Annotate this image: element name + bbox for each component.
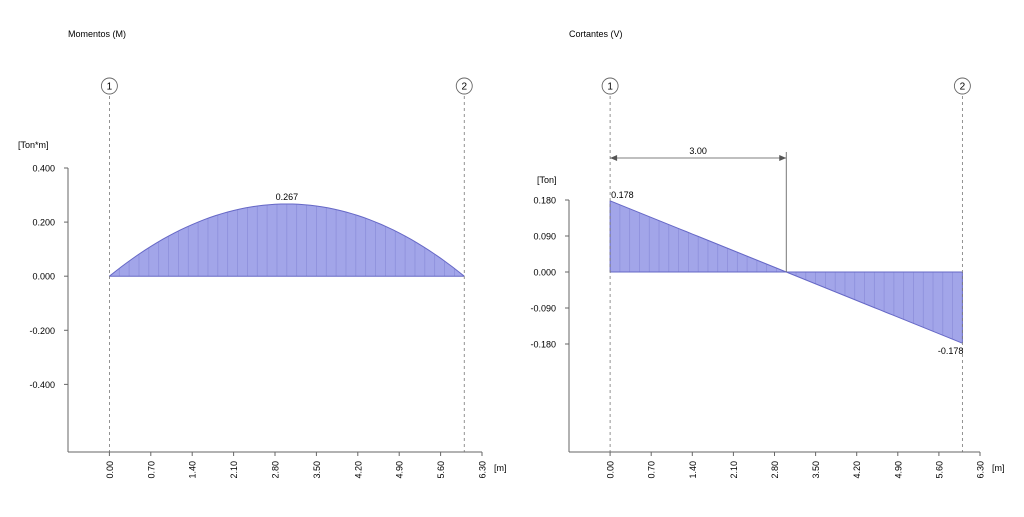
shear-support-marker	[953, 77, 971, 95]
moment-y-tick-label: -0.200	[29, 326, 55, 336]
shear-y-tick-label: -0.090	[530, 304, 556, 314]
moment-x-tick-label: 4.20	[353, 461, 363, 479]
moment-support-marker	[100, 77, 118, 95]
moment-x-tick-label: 5.60	[436, 461, 446, 479]
shear-x-axis-label: [m]	[992, 463, 1005, 473]
moment-x-axis-label: [m]	[494, 463, 507, 473]
moment-x-tick-label: 3.50	[312, 461, 322, 479]
shear-value-label: 0.178	[611, 190, 634, 200]
moment-support-marker	[455, 77, 473, 95]
moment-chart-title: Momentos (M)	[68, 29, 126, 39]
moment-x-tick-label: 6.30	[478, 461, 488, 479]
shear-support-marker	[601, 77, 619, 95]
shear-x-tick-label: 0.70	[647, 461, 657, 479]
shear-x-tick-label: 2.80	[770, 461, 780, 479]
moment-y-tick-label: 0.200	[32, 218, 55, 228]
moment-x-tick-label: 1.40	[188, 461, 198, 479]
moment-x-tick-label: 2.80	[271, 461, 281, 479]
shear-y-tick-label: 0.180	[533, 196, 556, 206]
shear-x-tick-label: 3.50	[811, 461, 821, 479]
shear-y-tick-label: 0.000	[533, 268, 556, 278]
moment-y-tick-label: 0.000	[32, 272, 55, 282]
moment-diagram-curve	[109, 203, 465, 277]
moment-y-axis-label: [Ton*m]	[18, 140, 49, 150]
shear-x-tick-label: 4.90	[893, 461, 903, 479]
moment-x-tick-label: 0.70	[146, 461, 156, 479]
shear-x-tick-label: 6.30	[976, 461, 986, 479]
shear-x-tick-label: 1.40	[688, 461, 698, 479]
moment-value-label: 0.267	[276, 192, 299, 202]
shear-value-label: -0.178	[938, 346, 964, 356]
shear-support-label: 1	[607, 82, 613, 93]
moment-x-tick-label: 0.00	[105, 461, 115, 479]
shear-x-tick-label: 5.60	[934, 461, 944, 479]
moment-y-tick-label: 0.400	[32, 164, 55, 174]
shear-support-label: 2	[960, 82, 966, 93]
moment-support-label: 2	[461, 82, 467, 93]
moment-x-tick-label: 2.10	[229, 461, 239, 479]
moment-y-tick-label: -0.400	[29, 380, 55, 390]
shear-y-tick-label: -0.180	[530, 340, 556, 350]
shear-dimension-label: 3.00	[689, 146, 707, 156]
moment-x-tick-label: 4.90	[395, 461, 405, 479]
shear-chart-title: Cortantes (V)	[569, 29, 623, 39]
shear-y-axis-label: [Ton]	[537, 175, 557, 185]
shear-dimension-arrow-right	[779, 155, 787, 161]
shear-x-tick-label: 0.00	[606, 461, 616, 479]
shear-dimension-arrow-left	[610, 155, 618, 161]
shear-y-tick-label: 0.090	[533, 232, 556, 242]
shear-x-tick-label: 2.10	[729, 461, 739, 479]
shear-x-tick-label: 4.20	[852, 461, 862, 479]
moment-support-label: 1	[107, 82, 113, 93]
